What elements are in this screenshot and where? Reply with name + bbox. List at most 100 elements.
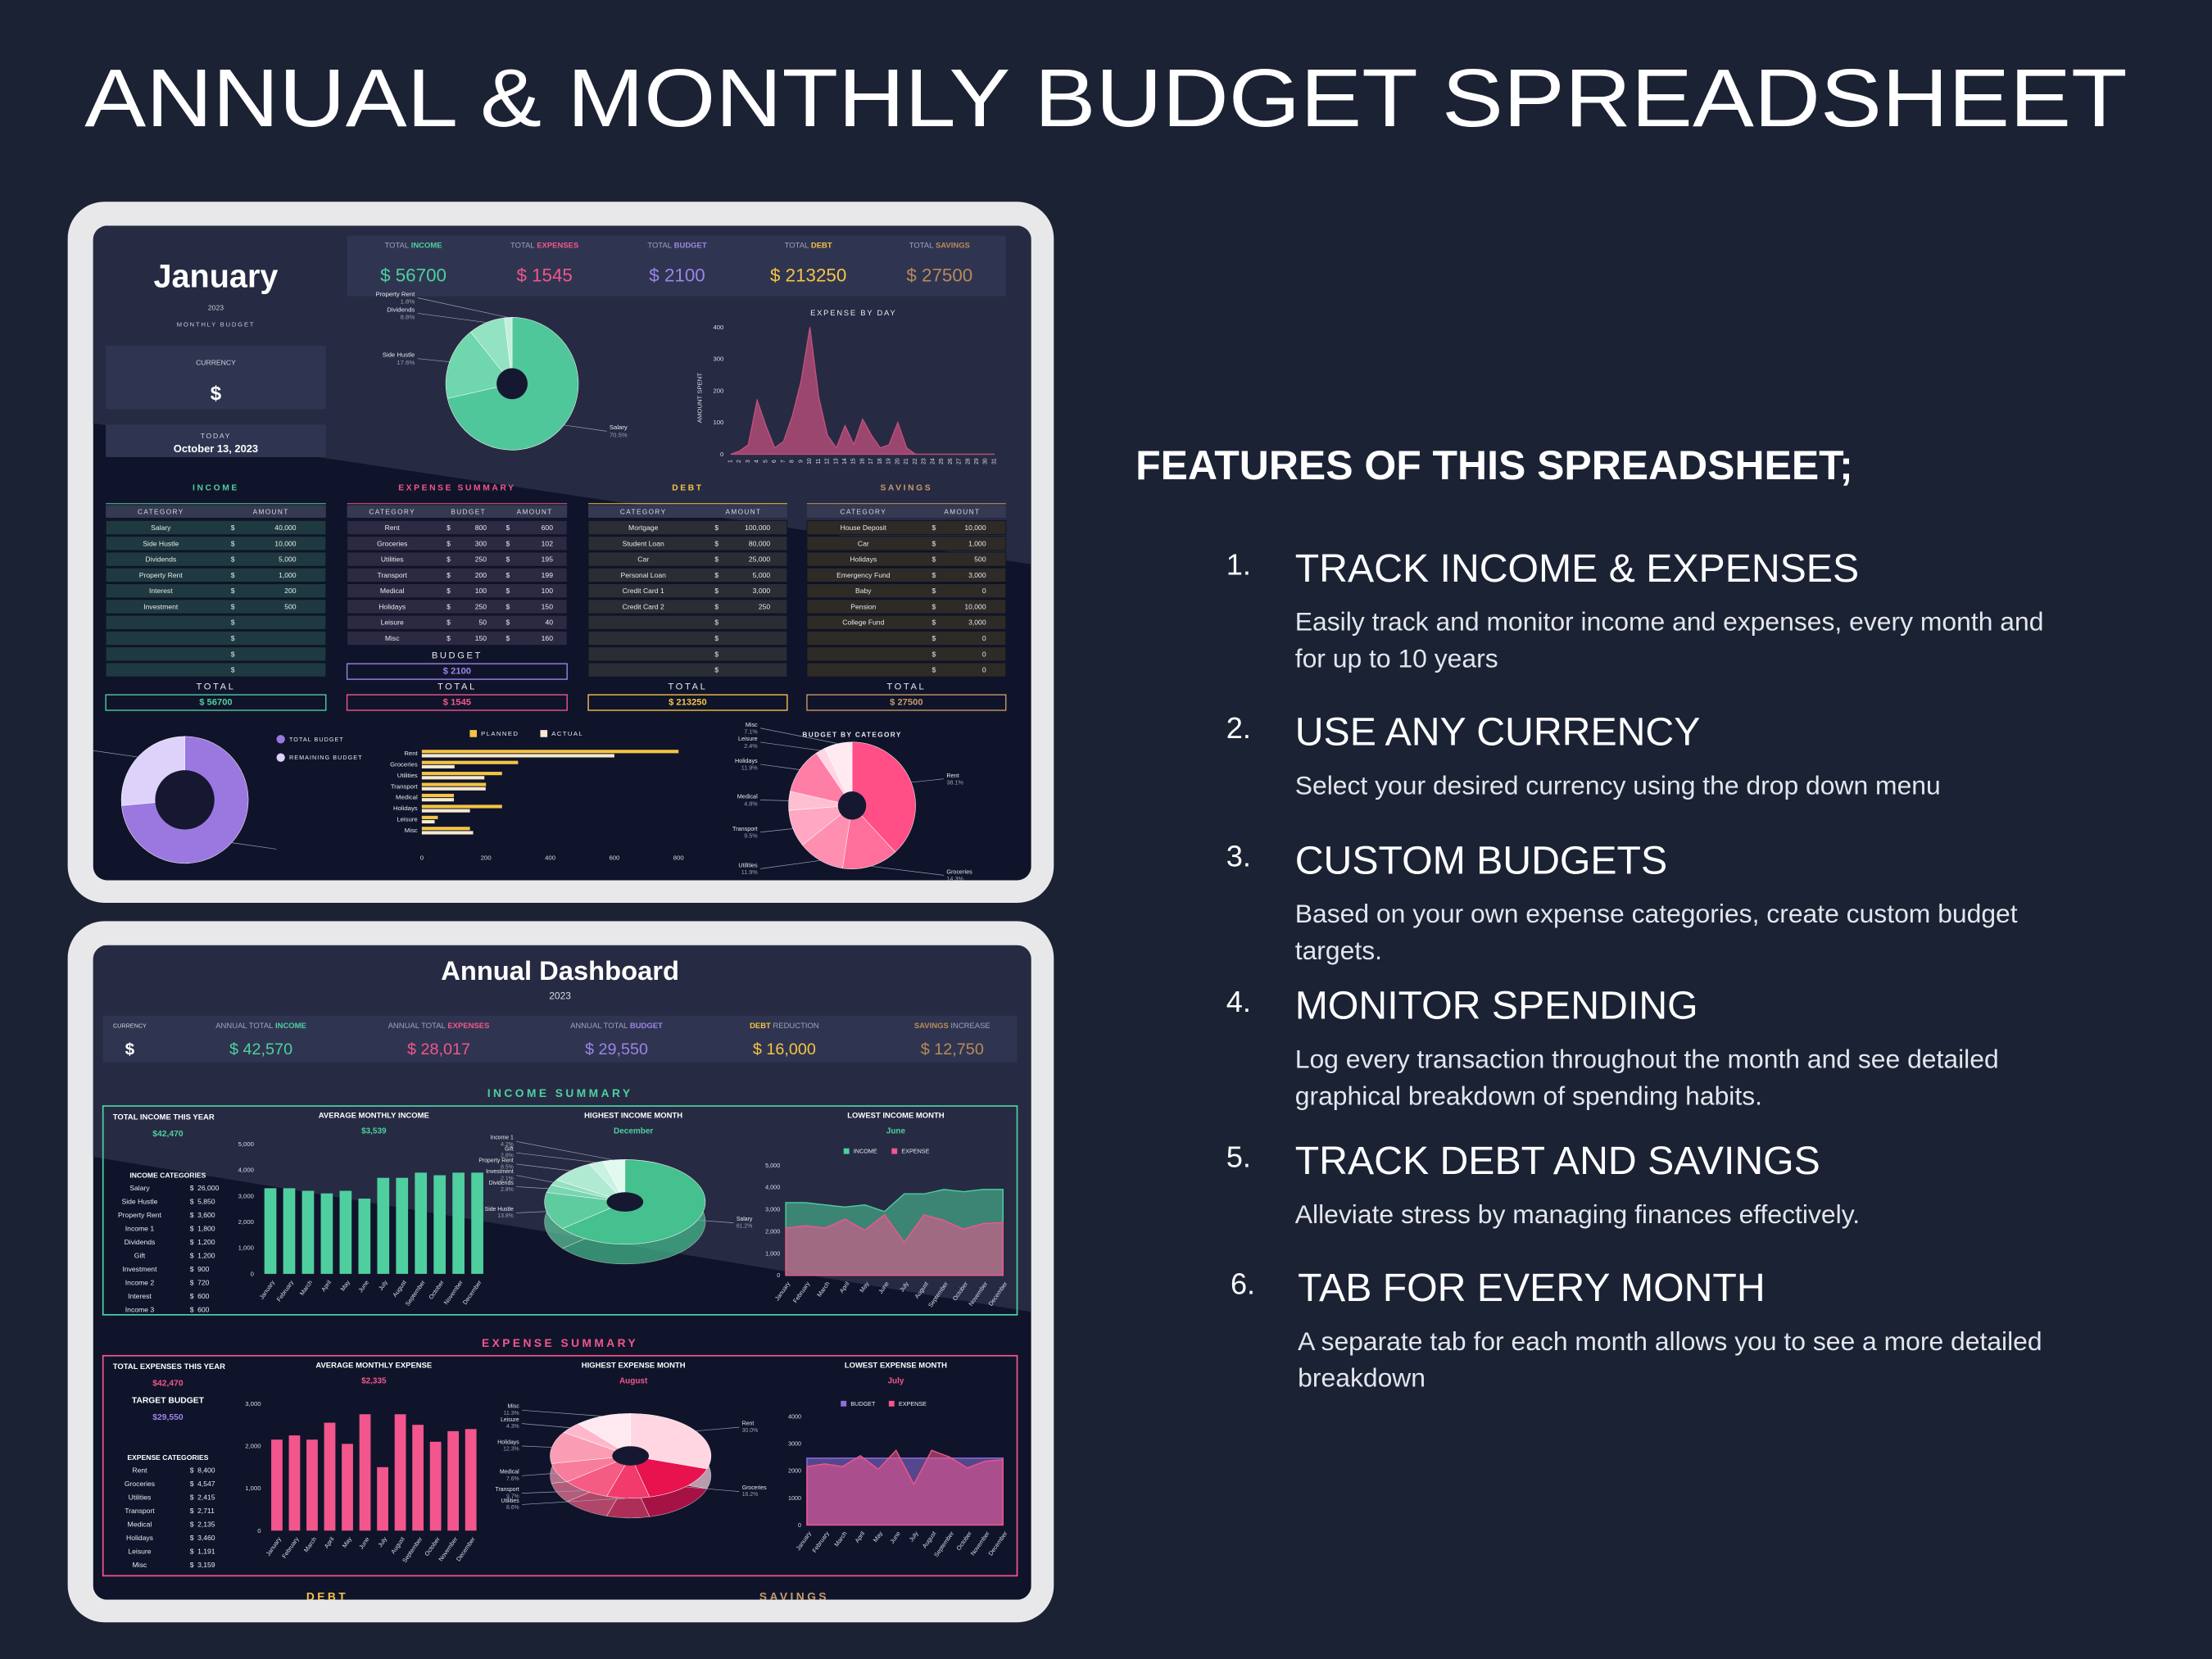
axis-label: AMOUNT SPENT [696, 373, 704, 424]
area-fill [806, 1449, 1004, 1526]
kpi-value: $ 56700 [380, 265, 446, 285]
cell-currency: $ [446, 555, 451, 564]
cell-currency: $ [932, 524, 936, 532]
category-name: Utilities [129, 1493, 152, 1501]
bar [421, 805, 502, 809]
y-tick-label: 100 [713, 419, 723, 426]
pie-label: Misc [508, 1404, 520, 1410]
pie-slice [578, 1413, 631, 1457]
category-name: Salary [129, 1184, 150, 1192]
pie-label: Leisure [501, 1417, 519, 1423]
bar [421, 819, 435, 824]
y-tick-label: 400 [713, 324, 723, 331]
pie-hole [496, 368, 528, 400]
category-currency: $ [190, 1211, 194, 1219]
cell-amount: 1,000 [968, 539, 986, 547]
bar [377, 1466, 388, 1531]
cell-currency: $ [506, 587, 510, 595]
cell-currency: $ [231, 619, 235, 627]
cell-currency: $ [231, 666, 235, 674]
pie-leader [870, 865, 945, 876]
cell-category: Leisure [381, 619, 404, 627]
cell-currency: $ [446, 587, 451, 595]
pie-leader [516, 1163, 571, 1172]
pie-value-label: 8.8% [401, 314, 415, 321]
main-title: ANNUAL & MONTHLY BUDGET SPREADSHEET [84, 53, 2127, 144]
total-value: $ 1545 [443, 698, 471, 708]
column-header: CATEGORY [620, 509, 667, 516]
table-row [105, 551, 327, 567]
cell-category: Mortgage [628, 524, 659, 532]
pie-label: Property Rent [376, 290, 416, 297]
pie-value-label: 11.3% [504, 1411, 519, 1416]
feature-heading: USE ANY CURRENCY [1295, 710, 1701, 755]
column-header: BUDGET [451, 509, 486, 516]
x-tick-label: 27 [957, 458, 963, 465]
feature-heading: TAB FOR EVERY MONTH [1298, 1266, 1765, 1310]
pie-leader [516, 1152, 596, 1163]
cell-currency: $ [231, 555, 235, 564]
x-tick-label: 3 [746, 460, 751, 463]
bar [421, 776, 485, 780]
table-row [347, 519, 568, 536]
category-label: Holidays [393, 805, 418, 812]
pie-hole [612, 1446, 650, 1466]
budget-label: TARGET BUDGET [132, 1396, 205, 1405]
pie-leader [522, 1498, 628, 1505]
annual-year: 2023 [549, 990, 571, 1002]
category-amount: 3,159 [197, 1561, 215, 1569]
table-header [588, 505, 787, 518]
features-heading: FEATURES OF THIS SPREADSHEET; [1135, 442, 1853, 488]
category-name: Dividends [125, 1238, 156, 1246]
section-title: INCOME SUMMARY [487, 1087, 633, 1099]
cell-currency: $ [506, 619, 510, 627]
currency-label: CURRENCY [113, 1022, 147, 1029]
cell-category: Rent [385, 524, 401, 532]
cell-currency: $ [932, 539, 936, 547]
x-tick-label: 22 [913, 458, 918, 465]
legend-label: EXPENSE [901, 1148, 929, 1155]
category-amount: 600 [197, 1306, 210, 1314]
category-currency: $ [190, 1466, 194, 1474]
bar [421, 764, 455, 768]
x-tick-label: 24 [930, 458, 936, 465]
bar [421, 809, 470, 813]
bar [306, 1439, 318, 1531]
category-currency: $ [190, 1279, 194, 1287]
cell-currency: $ [714, 666, 718, 674]
pie-value-label: 14.3% [946, 875, 963, 882]
cell-category: Car [858, 539, 869, 547]
pie-label: Income 1 [491, 1135, 514, 1141]
pie-value-label: 9.5% [744, 832, 758, 840]
table-row [105, 583, 327, 599]
legend-swatch [540, 730, 548, 737]
cell-currency: $ [506, 555, 510, 564]
annual-screen: Annual Dashboard 2023 CURRENCY $ ANNUAL TOTA… [93, 945, 1031, 1600]
y-tick-label: 1,000 [238, 1244, 254, 1252]
cell-amount: 40 [545, 619, 553, 627]
category-currency: $ [190, 1306, 194, 1314]
table-row [587, 519, 788, 536]
x-tick-label: 1 [728, 460, 733, 463]
pie-leader [760, 800, 789, 801]
bar [324, 1422, 336, 1531]
kpi-value: $ 42,570 [229, 1040, 292, 1058]
bar [421, 831, 474, 835]
table-row [806, 599, 1007, 614]
table-row [806, 614, 1007, 630]
kpi-value: $ 213250 [770, 265, 846, 285]
pie-hole [837, 791, 867, 820]
y-tick-label: 2,000 [765, 1227, 780, 1235]
bar [394, 1414, 406, 1531]
category-name: Income 2 [125, 1279, 155, 1287]
stat-label: AVERAGE MONTHLY EXPENSE [315, 1361, 432, 1370]
pie-leader [760, 828, 793, 833]
cell-currency: $ [714, 619, 718, 627]
pie-label: Investment [486, 1169, 514, 1175]
feature-text: Log every transaction throughout the mon… [1294, 1044, 1999, 1111]
feature-text: Easily track and monitor income and expe… [1294, 606, 2044, 673]
pie-value-label: 8.5% [501, 1165, 514, 1171]
cell-currency: $ [231, 602, 235, 610]
cell-category: Utilities [381, 555, 404, 564]
cell-currency: $ [506, 524, 510, 532]
